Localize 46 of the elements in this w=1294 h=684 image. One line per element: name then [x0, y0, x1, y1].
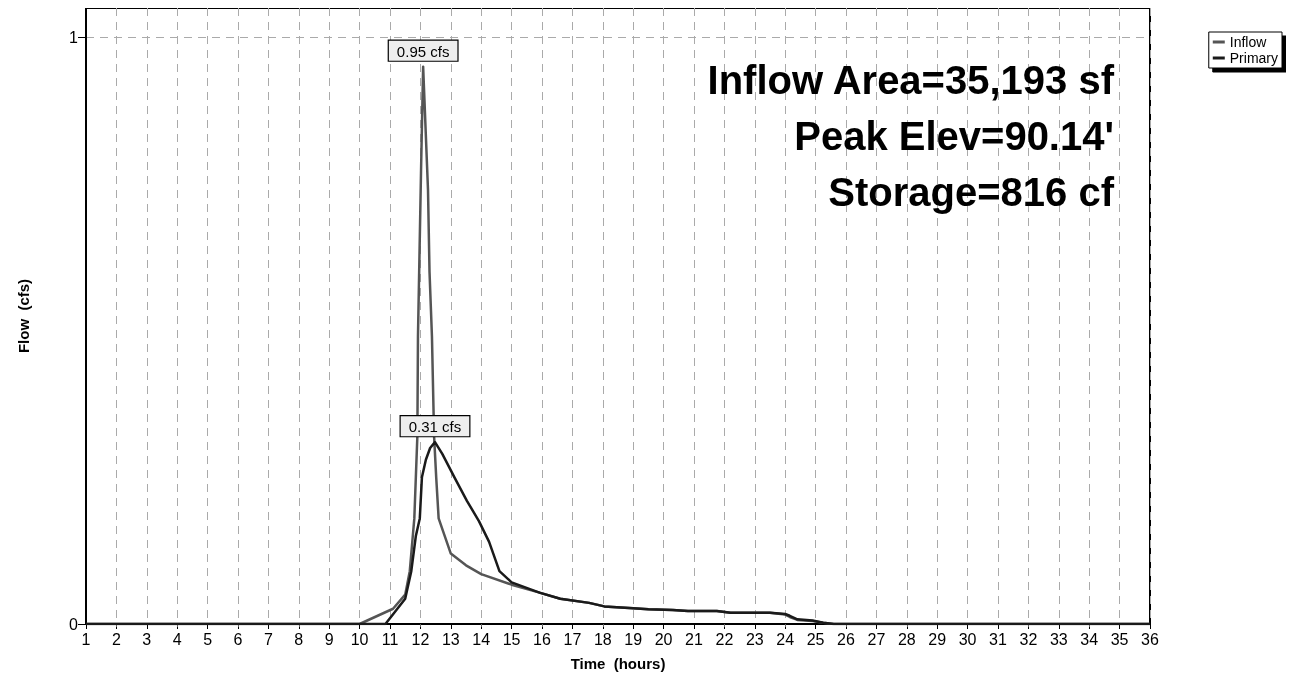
x-tick-label: 32	[1019, 630, 1038, 648]
y-tick-label: 0	[69, 615, 79, 633]
legend-label: Inflow	[1229, 34, 1268, 50]
x-tick-label: 29	[928, 630, 947, 648]
x-tick-label: 35	[1110, 630, 1129, 648]
x-tick-label: 14	[472, 630, 491, 648]
x-tick-label: 31	[989, 630, 1007, 648]
x-tick-label: 3	[142, 630, 152, 648]
x-tick-label: 33	[1049, 630, 1068, 648]
x-tick-label: 6	[233, 630, 243, 648]
x-tick-label: 24	[776, 630, 795, 648]
x-tick-label: 7	[263, 630, 273, 648]
x-tick-label: 36	[1141, 630, 1159, 648]
x-tick-label: 19	[624, 630, 643, 648]
annotation: Peak Elev=90.14'	[794, 114, 1114, 158]
x-tick-label: 21	[685, 630, 703, 648]
x-axis-title: Time (hours)	[570, 655, 666, 672]
x-tick-label: 2	[111, 630, 121, 648]
x-tick-label: 4	[172, 630, 182, 648]
annotation: Inflow Area=35,193 sf	[707, 58, 1115, 102]
x-tick-label: 30	[958, 630, 977, 648]
x-tick-label: 34	[1080, 630, 1099, 648]
x-tick-label: 23	[745, 630, 764, 648]
x-tick-label: 28	[897, 630, 916, 648]
x-tick-label: 1	[81, 630, 91, 648]
x-tick-label: 11	[381, 630, 399, 648]
x-tick-label: 22	[715, 630, 734, 648]
x-tick-label: 5	[203, 630, 213, 648]
legend-label: Primary	[1229, 50, 1279, 66]
x-tick-label: 10	[350, 630, 369, 648]
x-tick-label: 12	[411, 630, 430, 648]
x-tick-label: 16	[533, 630, 551, 648]
x-tick-label: 20	[654, 630, 673, 648]
annotation: 0.31 cfs	[408, 418, 462, 436]
x-tick-label: 25	[806, 630, 825, 648]
annotation: 0.95 cfs	[396, 42, 450, 60]
x-tick-label: 17	[563, 630, 582, 648]
x-tick-label: 9	[324, 630, 334, 648]
x-tick-label: 26	[837, 630, 855, 648]
x-tick-label: 8	[294, 630, 304, 648]
annotation: Storage=816 cf	[828, 170, 1115, 214]
x-tick-label: 13	[441, 630, 460, 648]
y-axis-title: Flow (cfs)	[15, 278, 32, 354]
x-tick-label: 15	[502, 630, 521, 648]
x-tick-label: 18	[593, 630, 612, 648]
x-tick-label: 27	[867, 630, 886, 648]
